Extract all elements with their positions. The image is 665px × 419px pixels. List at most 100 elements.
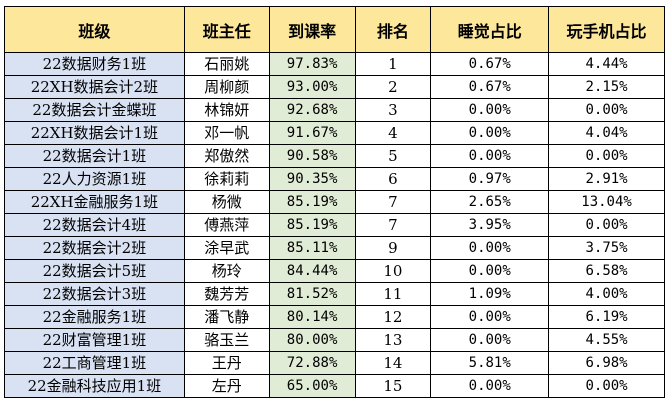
cell-attendance-rate: 85.19%: [268, 213, 356, 237]
cell-class: 22XH数据会计1班: [4, 121, 185, 145]
cell-attendance-rate: 97.83%: [268, 52, 356, 76]
cell-attendance-rate: 93.00%: [268, 75, 356, 99]
cell-phone-ratio: 6.19%: [548, 305, 665, 329]
cell-head-teacher: 潘飞静: [183, 305, 270, 329]
cell-class: 22数据会计4班: [4, 213, 185, 237]
table-row: 22数据会计4班 傅燕萍 85.19% 7 3.95% 0.00%: [4, 213, 665, 237]
cell-head-teacher: 骆玉兰: [183, 328, 270, 352]
table-row: 22金融科技应用1班 左丹 65.00% 15 0.00% 0.00%: [4, 374, 665, 398]
cell-rank: 10: [354, 259, 432, 283]
cell-phone-ratio: 3.75%: [548, 236, 665, 260]
cell-head-teacher: 周柳颜: [183, 75, 270, 99]
table-row: 22人力资源1班 徐莉莉 90.35% 6 0.97% 2.91%: [4, 167, 665, 191]
table-row: 22数据会计1班 郑傲然 90.58% 5 0.00% 0.00%: [4, 144, 665, 168]
header-head-teacher: 班主任: [183, 6, 270, 53]
cell-attendance-rate: 90.58%: [268, 144, 356, 168]
attendance-table: 班级 班主任 到课率 排名 睡觉占比 玩手机占比 22数据财务1班 石丽姚 97.8…: [4, 6, 665, 398]
cell-rank: 9: [354, 236, 432, 260]
cell-head-teacher: 杨玲: [183, 259, 270, 283]
cell-sleep-ratio: 0.67%: [430, 75, 550, 99]
cell-head-teacher: 涂早武: [183, 236, 270, 260]
table-row: 22财富管理1班 骆玉兰 80.00% 13 0.00% 4.55%: [4, 328, 665, 352]
cell-sleep-ratio: 0.00%: [430, 328, 550, 352]
cell-attendance-rate: 81.52%: [268, 282, 356, 306]
header-rank: 排名: [354, 6, 432, 53]
cell-attendance-rate: 72.88%: [268, 351, 356, 375]
table-body: 22数据财务1班 石丽姚 97.83% 1 0.67% 4.44% 22XH数据会计2班 周柳…: [4, 52, 665, 398]
cell-class: 22数据会计1班: [4, 144, 185, 168]
cell-head-teacher: 林锦妍: [183, 98, 270, 122]
cell-head-teacher: 石丽姚: [183, 52, 270, 76]
cell-phone-ratio: 6.58%: [548, 259, 665, 283]
cell-rank: 6: [354, 167, 432, 191]
cell-phone-ratio: 0.00%: [548, 98, 665, 122]
cell-head-teacher: 傅燕萍: [183, 213, 270, 237]
cell-head-teacher: 郑傲然: [183, 144, 270, 168]
cell-rank: 7: [354, 213, 432, 237]
header-row: 班级 班主任 到课率 排名 睡觉占比 玩手机占比: [4, 6, 665, 53]
cell-sleep-ratio: 0.00%: [430, 236, 550, 260]
cell-sleep-ratio: 1.09%: [430, 282, 550, 306]
cell-attendance-rate: 85.19%: [268, 190, 356, 214]
table-row: 22数据会计2班 涂早武 85.11% 9 0.00% 3.75%: [4, 236, 665, 260]
cell-class: 22数据会计3班: [4, 282, 185, 306]
cell-sleep-ratio: 0.97%: [430, 167, 550, 191]
cell-head-teacher: 魏芳芳: [183, 282, 270, 306]
cell-rank: 1: [354, 52, 432, 76]
cell-head-teacher: 杨微: [183, 190, 270, 214]
table-row: 22工商管理1班 王丹 72.88% 14 5.81% 6.98%: [4, 351, 665, 375]
cell-class: 22金融服务1班: [4, 305, 185, 329]
cell-sleep-ratio: 0.00%: [430, 98, 550, 122]
cell-sleep-ratio: 5.81%: [430, 351, 550, 375]
cell-phone-ratio: 13.04%: [548, 190, 665, 214]
cell-attendance-rate: 90.35%: [268, 167, 356, 191]
cell-head-teacher: 左丹: [183, 374, 270, 398]
header-phone-ratio: 玩手机占比: [548, 6, 665, 53]
cell-rank: 13: [354, 328, 432, 352]
cell-attendance-rate: 65.00%: [268, 374, 356, 398]
cell-phone-ratio: 0.00%: [548, 374, 665, 398]
cell-attendance-rate: 84.44%: [268, 259, 356, 283]
cell-sleep-ratio: 0.00%: [430, 121, 550, 145]
cell-sleep-ratio: 0.67%: [430, 52, 550, 76]
cell-attendance-rate: 80.00%: [268, 328, 356, 352]
cell-head-teacher: 徐莉莉: [183, 167, 270, 191]
cell-class: 22数据会计5班: [4, 259, 185, 283]
cell-phone-ratio: 0.00%: [548, 213, 665, 237]
table-row: 22数据会计金蝶班 林锦妍 92.68% 3 0.00% 0.00%: [4, 98, 665, 122]
cell-attendance-rate: 85.11%: [268, 236, 356, 260]
cell-phone-ratio: 0.00%: [548, 144, 665, 168]
header-attendance-rate: 到课率: [268, 6, 356, 53]
cell-rank: 2: [354, 75, 432, 99]
cell-class: 22工商管理1班: [4, 351, 185, 375]
cell-rank: 4: [354, 121, 432, 145]
table-row: 22XH金融服务1班 杨微 85.19% 7 2.65% 13.04%: [4, 190, 665, 214]
cell-rank: 12: [354, 305, 432, 329]
table-row: 22金融服务1班 潘飞静 80.14% 12 0.00% 6.19%: [4, 305, 665, 329]
table-row: 22XH数据会计2班 周柳颜 93.00% 2 0.67% 2.15%: [4, 75, 665, 99]
cell-phone-ratio: 4.44%: [548, 52, 665, 76]
cell-class: 22人力资源1班: [4, 167, 185, 191]
cell-phone-ratio: 2.91%: [548, 167, 665, 191]
cell-attendance-rate: 80.14%: [268, 305, 356, 329]
cell-sleep-ratio: 0.00%: [430, 305, 550, 329]
cell-rank: 7: [354, 190, 432, 214]
cell-phone-ratio: 4.04%: [548, 121, 665, 145]
cell-sleep-ratio: 0.00%: [430, 374, 550, 398]
table-row: 22数据财务1班 石丽姚 97.83% 1 0.67% 4.44%: [4, 52, 665, 76]
cell-rank: 14: [354, 351, 432, 375]
header-sleep-ratio: 睡觉占比: [430, 6, 550, 53]
cell-attendance-rate: 91.67%: [268, 121, 356, 145]
cell-class: 22金融科技应用1班: [4, 374, 185, 398]
table-row: 22数据会计3班 魏芳芳 81.52% 11 1.09% 4.00%: [4, 282, 665, 306]
cell-class: 22数据会计金蝶班: [4, 98, 185, 122]
cell-rank: 11: [354, 282, 432, 306]
cell-class: 22财富管理1班: [4, 328, 185, 352]
cell-attendance-rate: 92.68%: [268, 98, 356, 122]
cell-phone-ratio: 2.15%: [548, 75, 665, 99]
cell-sleep-ratio: 2.65%: [430, 190, 550, 214]
cell-phone-ratio: 6.98%: [548, 351, 665, 375]
table-row: 22XH数据会计1班 邓一帆 91.67% 4 0.00% 4.04%: [4, 121, 665, 145]
cell-phone-ratio: 4.00%: [548, 282, 665, 306]
cell-class: 22XH数据会计2班: [4, 75, 185, 99]
